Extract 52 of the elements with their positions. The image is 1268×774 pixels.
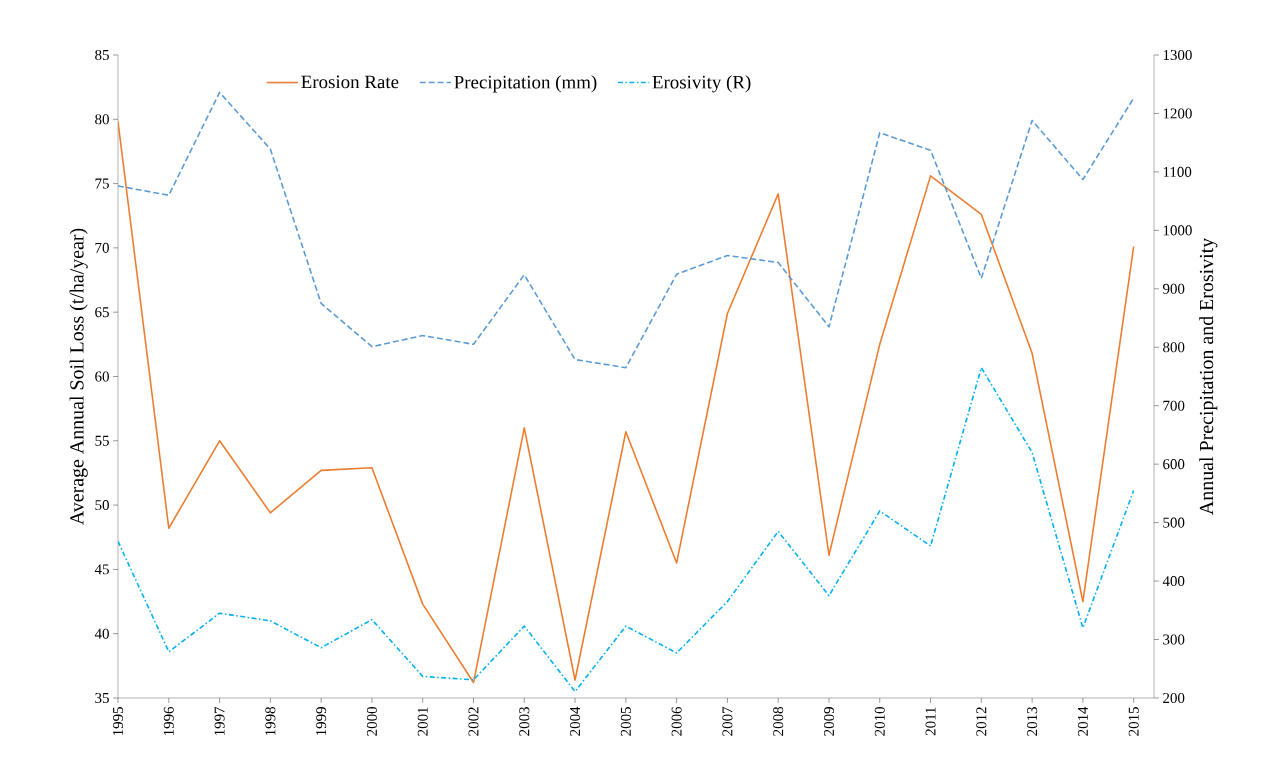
x-tick-label: 2002 [468, 707, 479, 736]
y-tick-label: 75 [95, 178, 109, 189]
x-tick-label: 2007 [722, 706, 733, 736]
y-tick-label: 40 [94, 628, 109, 639]
y-tick-label: 80 [95, 114, 109, 125]
x-tick-label: 2005 [620, 707, 631, 736]
y2-tick-label: 1200 [1163, 108, 1192, 119]
x-tick-label: 2011 [925, 707, 936, 736]
x-tick-label: 2013 [1027, 707, 1038, 736]
legend-label: Erosion Rate [301, 75, 399, 89]
x-tick-label: 2004 [570, 706, 581, 736]
y-axis-title: Average Annual Soil Loss (t/ha/year) [69, 228, 88, 525]
x-tick-label: 1996 [163, 706, 174, 736]
legend-label: Precipitation (mm) [454, 75, 597, 93]
y2-tick-label: 700 [1163, 400, 1185, 411]
line-series [118, 91, 1135, 369]
y2-tick-label: 900 [1162, 283, 1185, 294]
y2-tick-label: 400 [1162, 576, 1185, 587]
y-tick-label: 85 [95, 49, 109, 61]
y2-tick-label: 300 [1163, 634, 1185, 645]
x-tick-label: 2008 [773, 707, 784, 736]
y2-tick-label: 500 [1163, 517, 1185, 528]
x-tick-label: 1998 [265, 707, 276, 736]
y2-tick-label: 1300 [1163, 49, 1192, 61]
x-tick-label: 2009 [823, 707, 835, 736]
x-tick-label: 2000 [366, 707, 377, 736]
y2-tick-label: 800 [1163, 342, 1185, 353]
x-tick-label: 2010 [874, 707, 885, 736]
x-tick-label: 2003 [519, 707, 530, 736]
y-tick-label: 60 [95, 371, 109, 382]
x-tick-label: 1997 [214, 706, 225, 736]
line-series [118, 366, 1135, 693]
y-tick-label: 50 [95, 500, 109, 511]
y-tick-label: 45 [94, 564, 109, 575]
y2-tick-label: 1000 [1163, 225, 1192, 236]
x-tick-label: 2015 [1128, 707, 1139, 736]
y2-axis-title: Annual Precipitation and Erosivity [1199, 237, 1218, 515]
x-tick-label: 1999 [316, 707, 327, 736]
y-tick-label: 65 [95, 307, 109, 318]
x-tick-label: 2012 [976, 707, 987, 736]
line-series [118, 121, 1135, 684]
y2-tick-label: 600 [1163, 459, 1185, 470]
x-tick-label: 2014 [1077, 706, 1088, 736]
x-tick-label: 2001 [417, 707, 428, 736]
x-tick-label: 1995 [112, 707, 124, 736]
y2-tick-label: 1100 [1163, 166, 1192, 177]
x-tick-label: 2006 [671, 706, 682, 736]
y-tick-label: 55 [95, 435, 109, 446]
y-tick-label: 70 [95, 242, 109, 253]
legend-label: Erosivity (R) [652, 75, 751, 93]
y2-tick-label: 200 [1163, 692, 1185, 704]
y-tick-label: 35 [95, 692, 109, 703]
